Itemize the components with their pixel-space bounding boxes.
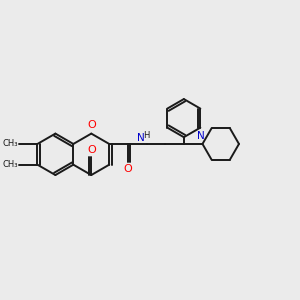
- Text: N: N: [137, 133, 145, 143]
- Text: CH₃: CH₃: [3, 140, 18, 148]
- Text: O: O: [87, 145, 96, 154]
- Text: N: N: [197, 131, 205, 141]
- Text: O: O: [88, 120, 96, 130]
- Text: O: O: [124, 164, 132, 175]
- Text: H: H: [143, 131, 150, 140]
- Text: CH₃: CH₃: [3, 160, 18, 169]
